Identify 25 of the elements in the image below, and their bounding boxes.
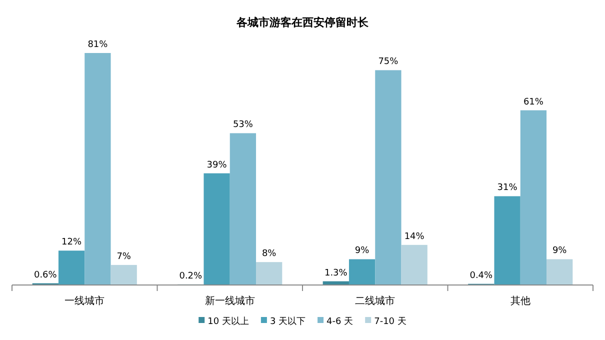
x-tick-label: 其他 <box>510 295 530 307</box>
data-label: 75% <box>378 57 399 68</box>
legend-label: 10 天以上 <box>208 316 249 327</box>
data-label: 9% <box>552 246 568 256</box>
x-tick-label: 一线城市 <box>64 295 105 307</box>
x-tick-label: 新一线城市 <box>204 295 255 307</box>
data-label: 8% <box>262 249 277 260</box>
data-label: 81% <box>88 40 108 50</box>
data-label: 7% <box>116 252 132 262</box>
data-label: 0.2% <box>179 271 203 282</box>
data-label: 61% <box>523 97 544 108</box>
data-label: 12% <box>62 238 82 248</box>
data-label: 9% <box>354 246 370 256</box>
chart-title: 各城市游客在西安停留时长 <box>236 16 370 29</box>
data-label: 39% <box>206 160 228 170</box>
data-label: 0.6% <box>34 270 58 280</box>
data-label: 53% <box>232 120 254 130</box>
legend-label: 7-10 天 <box>374 316 406 327</box>
data-label: 1.3% <box>324 268 348 278</box>
data-label: 14% <box>404 232 425 242</box>
legend-label: 3 天以下 <box>270 316 306 327</box>
x-tick-label: 二线城市 <box>355 295 396 307</box>
legend-label: 4-6 天 <box>326 316 354 327</box>
data-label: 0.4% <box>470 270 494 281</box>
data-label: 31% <box>497 183 518 194</box>
